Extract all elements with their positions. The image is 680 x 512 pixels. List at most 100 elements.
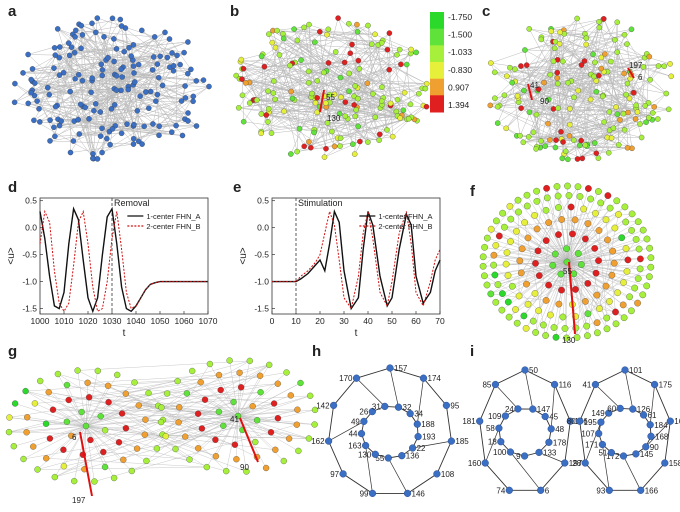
network-edge (528, 28, 597, 154)
network-node (614, 111, 621, 117)
network-edge (524, 49, 649, 118)
network-node (481, 243, 488, 251)
pacemaker-link-f (568, 261, 576, 335)
motif-node-label: 80 (567, 417, 576, 426)
motif-node (605, 486, 613, 494)
network-edge (237, 415, 309, 439)
network-node (270, 400, 278, 407)
network-edge (296, 60, 302, 152)
motif-node (491, 380, 500, 389)
network-node (488, 60, 494, 66)
network-edge (52, 409, 87, 427)
network-edge (81, 25, 115, 75)
colorbar-tick: 0.907 (448, 82, 470, 92)
network-edge (237, 415, 247, 472)
network-node (257, 389, 264, 396)
motif-node (529, 405, 537, 413)
network-node (542, 332, 549, 339)
network-node (75, 116, 81, 123)
motif-node-label: 22 (417, 444, 426, 453)
network-edge (55, 41, 188, 56)
motif-node-label: 34 (414, 410, 423, 419)
network-node (296, 125, 303, 132)
network-edge (144, 434, 190, 460)
network-node (280, 31, 286, 37)
network-edge (140, 85, 186, 97)
network-edge (308, 71, 426, 89)
network-node (32, 80, 38, 86)
cycle-link (328, 421, 365, 442)
network-node (562, 148, 569, 154)
motif-node (357, 430, 366, 438)
network-node (20, 455, 27, 463)
network-edge (253, 93, 313, 101)
network-node (58, 118, 64, 124)
network-edge (32, 69, 191, 91)
network-edge (158, 97, 186, 136)
network-node (52, 133, 58, 140)
network-edge (267, 62, 329, 92)
network-edge (218, 374, 239, 417)
network-node (115, 439, 123, 446)
network-node (603, 325, 611, 333)
network-edge (308, 24, 315, 133)
network-edge (566, 191, 599, 263)
network-node (551, 250, 559, 258)
outer-cycle (328, 367, 452, 494)
network-node (135, 61, 142, 68)
network-node (329, 128, 335, 135)
network-node (51, 473, 58, 481)
network-node (555, 231, 562, 238)
network-edge (559, 43, 655, 108)
network-node (571, 137, 577, 143)
motif-node (629, 405, 637, 413)
network-node (240, 118, 247, 125)
network-edge (103, 36, 135, 74)
network-node (541, 79, 547, 86)
network-node (668, 73, 674, 80)
network-node (252, 438, 259, 446)
network-edge (201, 415, 239, 429)
network-node (550, 58, 557, 65)
network-node (555, 105, 561, 111)
network-edge (311, 31, 358, 94)
network-edge (74, 52, 186, 87)
motif-node (325, 437, 333, 445)
network-edge (69, 55, 181, 65)
network-node (545, 96, 552, 103)
x-tick-label: 1000 (31, 316, 50, 326)
motif-node (595, 429, 603, 438)
motif-node-label: 31 (372, 402, 381, 411)
network-node (372, 31, 378, 38)
network-node (592, 269, 600, 277)
network-edge (484, 275, 520, 297)
x-tick-label: 20 (315, 316, 325, 326)
network-node (577, 142, 583, 149)
network-node (118, 66, 124, 73)
network-node (407, 101, 414, 108)
chart-e: 0 10 20 30 40 50 60 70 0.5 0.0 -0.5 -1.0 -1.5 t <u> Sti… (238, 196, 445, 339)
network-node (646, 114, 652, 121)
network-edge (85, 393, 126, 427)
network-node (137, 93, 143, 99)
network-node (254, 97, 260, 103)
network-node (99, 149, 105, 156)
network-edge (59, 57, 109, 76)
network-node (508, 282, 516, 290)
network-node (151, 34, 158, 40)
network-node (233, 72, 239, 79)
network-edge (266, 71, 309, 116)
network-node (529, 317, 537, 325)
network-node (324, 120, 331, 126)
network-node (507, 64, 513, 71)
network-node (311, 129, 317, 136)
network-node (280, 457, 287, 465)
motif-node-label: 162 (311, 437, 325, 446)
network-node (512, 306, 519, 313)
network-edge (70, 91, 185, 120)
network-edge (33, 120, 94, 155)
network-node (283, 369, 290, 376)
network-node (153, 445, 161, 452)
network-node (118, 23, 125, 29)
